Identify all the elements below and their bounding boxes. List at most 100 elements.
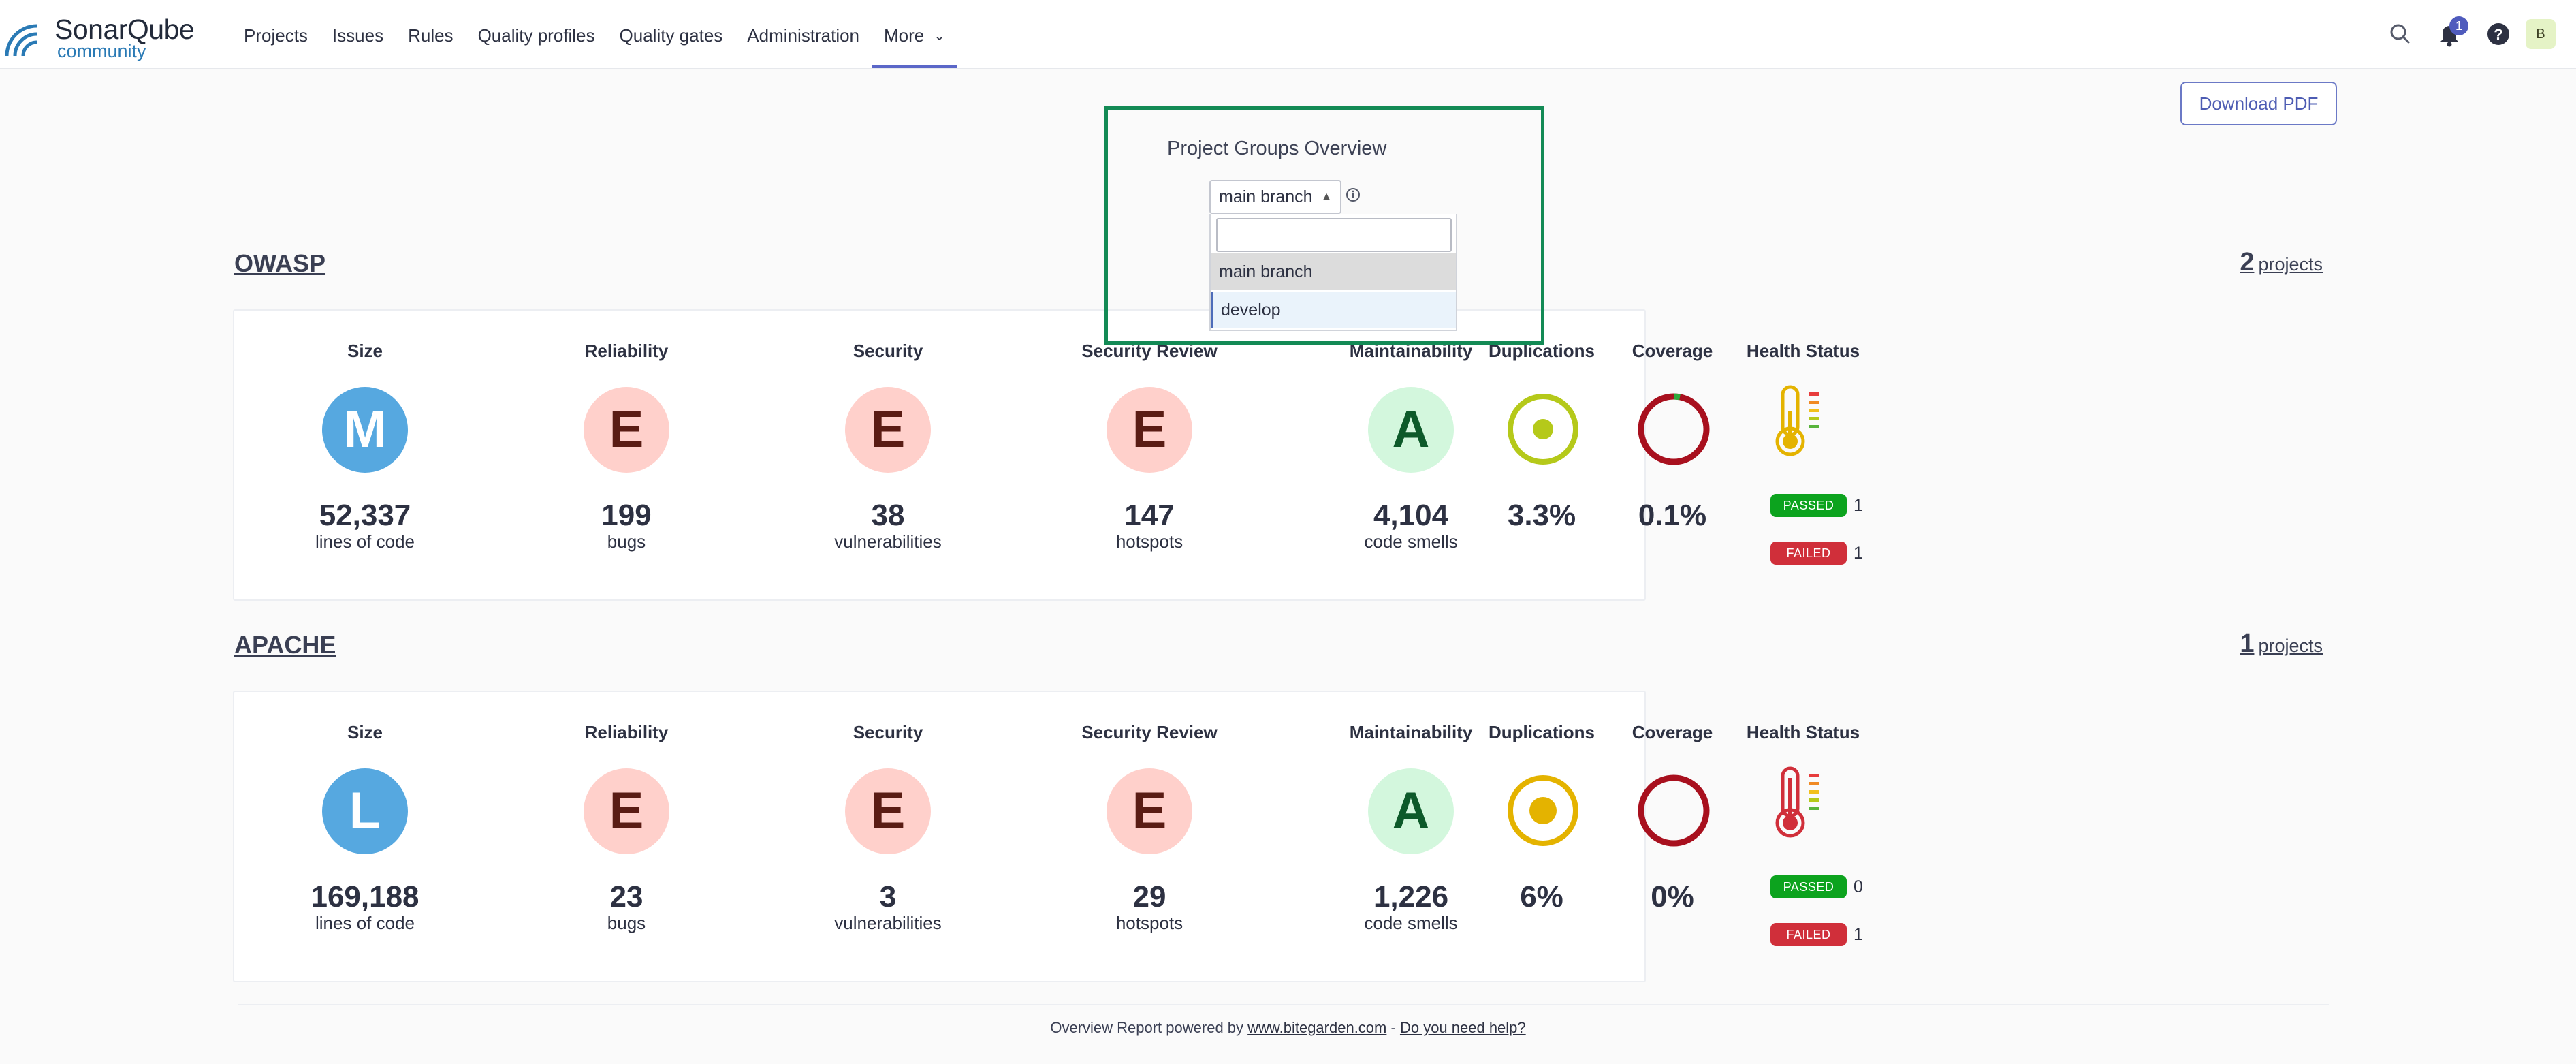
metric-reliability: Reliability E 199 bugs bbox=[496, 311, 757, 599]
group-title-apache[interactable]: APACHE bbox=[234, 631, 336, 659]
sonarqube-logo[interactable]: SonarQube community bbox=[3, 14, 207, 61]
help-icon[interactable]: ? bbox=[2483, 19, 2513, 49]
metric-value[interactable]: 38 bbox=[871, 499, 905, 532]
failed-badge[interactable]: FAILED bbox=[1770, 923, 1847, 946]
nav-more[interactable]: More ⌄ bbox=[872, 0, 958, 68]
metric-security-review: Security Review E 29 hotspots bbox=[1019, 692, 1280, 981]
group-card-owasp: Size M 52,337 lines of code Reliability … bbox=[233, 309, 1863, 601]
passed-count: 1 bbox=[1854, 495, 1863, 515]
duplications-indicator-icon[interactable] bbox=[1506, 774, 1580, 847]
metric-sublabel: lines of code bbox=[315, 913, 415, 933]
passed-count: 0 bbox=[1854, 877, 1863, 896]
metric-value[interactable]: 1,226 bbox=[1373, 880, 1449, 913]
coverage-ring-icon[interactable] bbox=[1637, 392, 1711, 466]
selection-highlight-box bbox=[1104, 106, 1544, 345]
coverage-ring-icon[interactable] bbox=[1637, 774, 1711, 847]
metric-sublabel: hotspots bbox=[1115, 531, 1183, 552]
metric-label: Health Status bbox=[1746, 341, 1860, 361]
nav-quality-profiles[interactable]: Quality profiles bbox=[477, 25, 595, 46]
nav-rules[interactable]: Rules bbox=[408, 25, 454, 46]
metric-duplications: Duplications 6% bbox=[1411, 692, 1672, 981]
metric-sublabel: vulnerabilities bbox=[834, 913, 942, 933]
footer-link-bitegarden[interactable]: www.bitegarden.com bbox=[1247, 1019, 1387, 1036]
metric-reliability: Reliability E 23 bugs bbox=[496, 692, 757, 981]
nav-quality-gates[interactable]: Quality gates bbox=[619, 25, 723, 46]
nav-issues[interactable]: Issues bbox=[332, 25, 384, 46]
metric-value[interactable]: 169,188 bbox=[311, 880, 419, 913]
metric-security-review: Security Review E 147 hotspots bbox=[1019, 311, 1280, 599]
metric-label: Security Review bbox=[1081, 722, 1218, 742]
avatar-initial: B bbox=[2526, 19, 2556, 49]
metric-label: Size bbox=[347, 341, 383, 361]
metric-value[interactable]: 4,104 bbox=[1373, 499, 1449, 532]
failed-badge[interactable]: FAILED bbox=[1770, 542, 1847, 565]
security-rating-badge[interactable]: E bbox=[845, 768, 931, 854]
caret-up-icon: ▲ bbox=[1321, 191, 1332, 202]
logo-edition: community bbox=[57, 41, 146, 61]
security-review-rating-badge[interactable]: E bbox=[1107, 768, 1192, 854]
security-rating-badge[interactable]: E bbox=[845, 387, 931, 473]
metric-value[interactable]: 199 bbox=[601, 499, 652, 532]
metric-value[interactable]: 52,337 bbox=[319, 499, 411, 532]
group-project-count-owasp[interactable]: 2 projects bbox=[2240, 248, 2323, 277]
metric-coverage: Coverage 0.1% bbox=[1542, 311, 1803, 599]
failed-count: 1 bbox=[1854, 543, 1863, 563]
branch-option-main[interactable]: main branch bbox=[1211, 253, 1456, 290]
health-failed-row: FAILED 1 bbox=[1770, 921, 1863, 948]
metric-size: Size L 169,188 lines of code bbox=[234, 692, 496, 981]
nav-more-label: More bbox=[884, 25, 925, 46]
metric-value[interactable]: 147 bbox=[1124, 499, 1175, 532]
footer-divider bbox=[238, 1004, 2329, 1005]
branch-select[interactable]: main branch ▲ bbox=[1209, 180, 1341, 214]
avatar[interactable]: B bbox=[2526, 19, 2556, 49]
top-navigation-bar: SonarQube community Projects Issues Rule… bbox=[0, 0, 2576, 69]
metric-value[interactable]: 0.1% bbox=[1638, 499, 1707, 532]
health-failed-row: FAILED 1 bbox=[1770, 539, 1863, 567]
notifications-bell-icon[interactable]: 1 bbox=[2434, 16, 2468, 49]
group-project-count-apache[interactable]: 1 projects bbox=[2240, 629, 2323, 659]
metric-label: Coverage bbox=[1632, 722, 1713, 742]
passed-badge[interactable]: PASSED bbox=[1770, 494, 1847, 517]
branch-search-input[interactable] bbox=[1216, 218, 1452, 252]
metric-value[interactable]: 23 bbox=[609, 880, 643, 913]
branch-option-develop[interactable]: develop bbox=[1211, 292, 1456, 328]
metric-value[interactable]: 0% bbox=[1651, 880, 1694, 913]
project-count-label: projects bbox=[2258, 254, 2323, 275]
info-icon[interactable] bbox=[1345, 187, 1361, 203]
download-pdf-button[interactable]: Download PDF bbox=[2180, 82, 2337, 125]
project-count-label: projects bbox=[2258, 636, 2323, 656]
sonarqube-waves-icon bbox=[5, 24, 37, 57]
maintainability-rating-badge[interactable]: A bbox=[1368, 768, 1454, 854]
passed-badge[interactable]: PASSED bbox=[1770, 875, 1847, 898]
duplications-indicator-icon[interactable] bbox=[1506, 392, 1580, 466]
group-title-owasp[interactable]: OWASP bbox=[234, 249, 326, 277]
metric-label: Size bbox=[347, 722, 383, 742]
metric-value[interactable]: 29 bbox=[1132, 880, 1166, 913]
metric-label: Security bbox=[853, 722, 923, 742]
maintainability-rating-badge[interactable]: A bbox=[1368, 387, 1454, 473]
metric-sublabel: bugs bbox=[607, 531, 646, 552]
reliability-rating-badge[interactable]: E bbox=[584, 387, 669, 473]
search-icon[interactable] bbox=[2385, 19, 2415, 49]
nav-administration[interactable]: Administration bbox=[747, 25, 860, 46]
metric-label: Reliability bbox=[584, 722, 669, 742]
metric-size: Size M 52,337 lines of code bbox=[234, 311, 496, 599]
metric-value[interactable]: 6% bbox=[1520, 880, 1563, 913]
size-rating-badge[interactable]: L bbox=[322, 768, 408, 854]
metric-sublabel: lines of code bbox=[315, 531, 415, 552]
metric-health-status: Health Status PASSED 0 FAILED 1 bbox=[1672, 692, 1934, 981]
group-card-apache: Size L 169,188 lines of code Reliability… bbox=[233, 691, 1863, 982]
reliability-rating-badge[interactable]: E bbox=[584, 768, 669, 854]
footer-separator: - bbox=[1390, 1019, 1396, 1036]
nav-projects[interactable]: Projects bbox=[244, 25, 308, 46]
security-review-rating-badge[interactable]: E bbox=[1107, 387, 1192, 473]
size-rating-badge[interactable]: M bbox=[322, 387, 408, 473]
project-count-number: 1 bbox=[2240, 629, 2255, 658]
footer-link-help[interactable]: Do you need help? bbox=[1399, 1019, 1526, 1036]
branch-dropdown-menu: main branch develop bbox=[1209, 214, 1457, 331]
metric-value[interactable]: 3.3% bbox=[1507, 499, 1576, 532]
overview-title: Project Groups Overview bbox=[1167, 138, 1387, 159]
metric-value[interactable]: 3 bbox=[879, 880, 897, 913]
metric-security: Security E 3 vulnerabilities bbox=[757, 692, 1019, 981]
chevron-down-icon: ⌄ bbox=[934, 29, 946, 44]
